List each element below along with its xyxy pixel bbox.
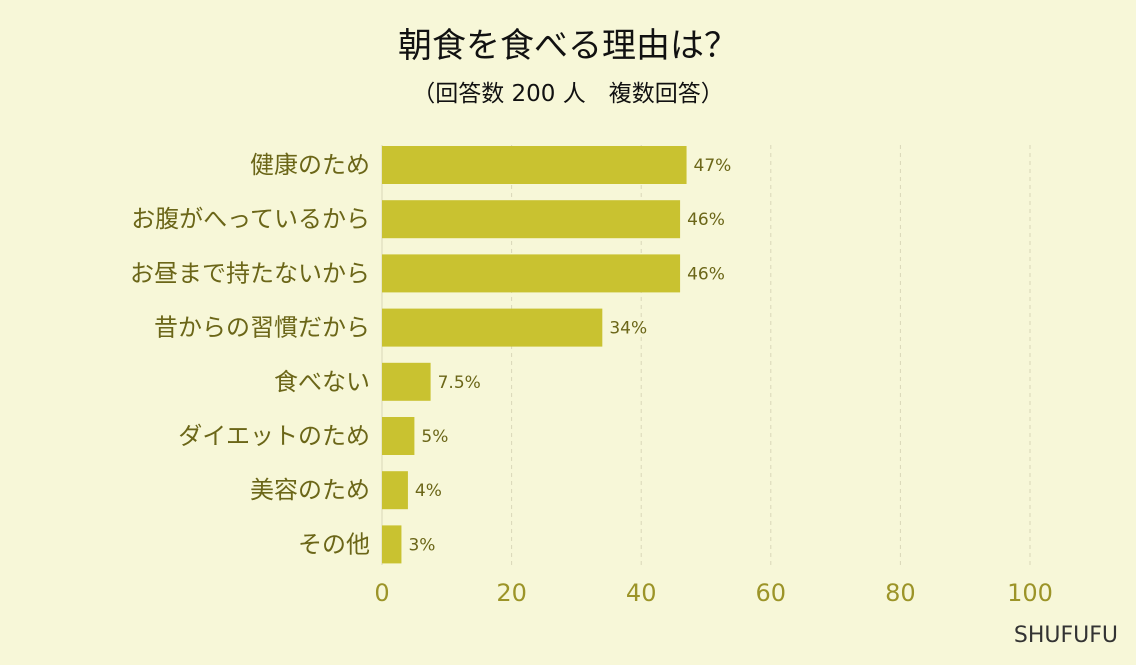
bar	[382, 471, 408, 510]
category-label: 健康のため	[250, 151, 370, 179]
category-label: ダイエットのため	[178, 422, 370, 450]
brand-logo: SHUFUFU	[1014, 623, 1118, 648]
category-labels: 健康のためお腹がへっているからお昼まで持たないから昔からの習慣だから食べないダイ…	[130, 151, 370, 558]
x-tick-label: 100	[1007, 579, 1053, 607]
value-labels: 47% 46% 46% 34% 7.5% 5% 4% 3%	[408, 156, 731, 555]
value-label: 34%	[609, 319, 647, 339]
x-tick-label: 60	[756, 579, 787, 607]
value-label: 46%	[687, 210, 725, 230]
bar	[382, 254, 681, 293]
bar	[382, 200, 681, 239]
category-label: お昼まで持たないから	[130, 259, 370, 287]
category-label: 食べない	[274, 368, 370, 396]
x-tick-label: 80	[885, 579, 916, 607]
value-label: 3%	[408, 535, 435, 555]
chart-title: 朝食を食べる理由は？	[398, 26, 738, 66]
bars	[382, 146, 687, 564]
chart-subtitle: （回答数 200 人 複数回答）	[412, 81, 724, 107]
bar	[382, 417, 415, 455]
value-label: 7.5%	[438, 373, 481, 393]
value-label: 4%	[415, 481, 442, 501]
x-axis-ticks: 0 20 40 60 80 100	[374, 579, 1053, 607]
category-label: お腹がへっているから	[131, 205, 370, 233]
category-label: 昔からの習慣だから	[154, 314, 370, 342]
category-label: その他	[298, 530, 370, 558]
x-tick-label: 20	[496, 579, 527, 607]
value-label: 5%	[421, 427, 448, 447]
bar	[382, 146, 687, 184]
bar	[382, 362, 431, 401]
value-label: 46%	[687, 264, 725, 284]
value-label: 47%	[694, 156, 732, 176]
x-tick-label: 40	[626, 579, 657, 607]
bar	[382, 525, 402, 564]
x-tick-label: 0	[374, 579, 389, 607]
bar	[382, 308, 603, 347]
category-label: 美容のため	[250, 476, 370, 504]
